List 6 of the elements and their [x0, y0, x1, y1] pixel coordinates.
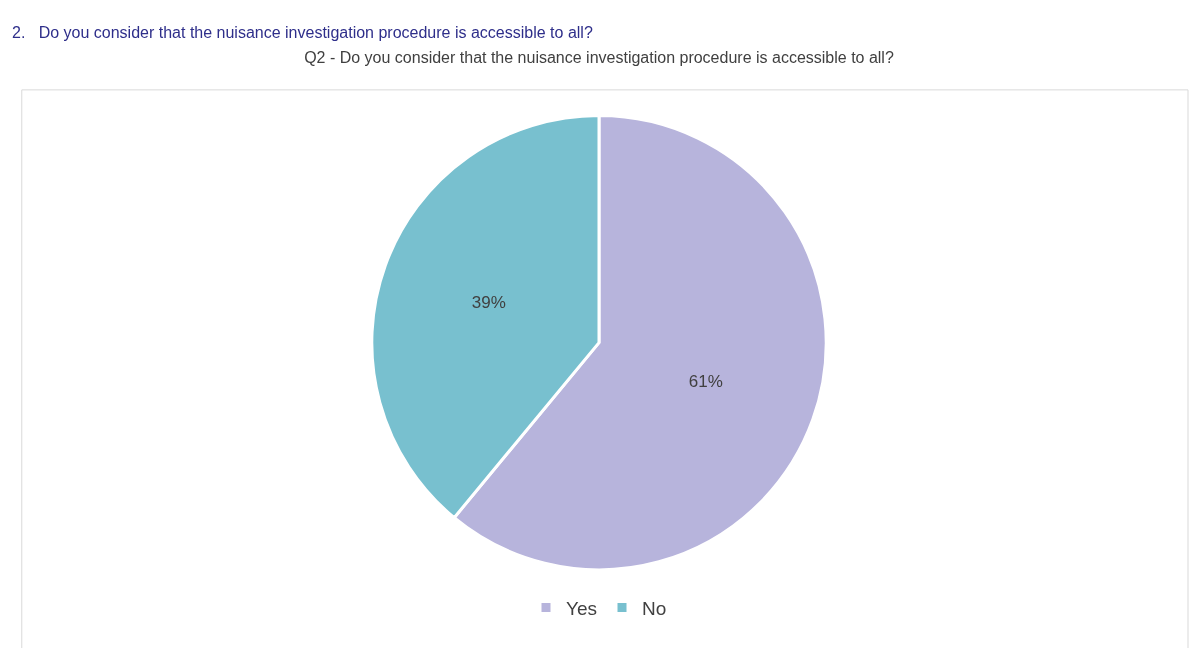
data-label: 39% — [471, 293, 506, 313]
legend-label: No — [642, 597, 667, 619]
chart-title: Q2 - Do you consider that the nuisance investigation procedure is accessible to all? — [304, 49, 894, 67]
legend-label: Yes — [566, 597, 597, 619]
text: 2. Do you consider that the nuisance investigation procedure is accessible to all? — [12, 24, 593, 41]
data-label: 61% — [688, 371, 723, 391]
